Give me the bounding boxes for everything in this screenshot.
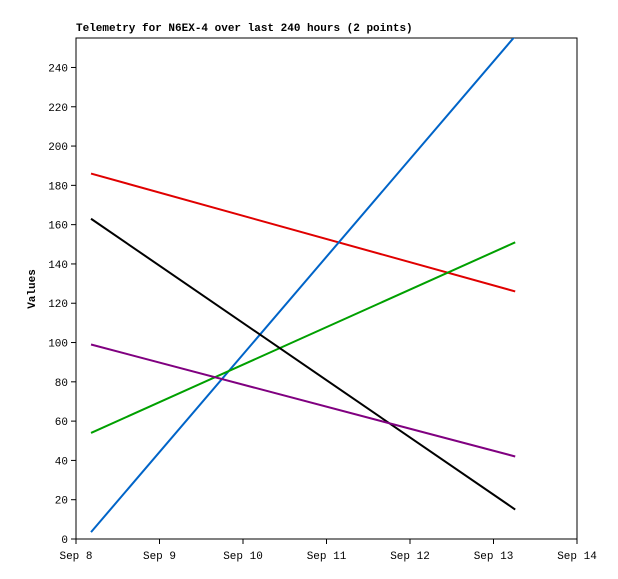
y-tick-label: 100 <box>48 339 68 351</box>
x-tick-label: Sep 14 <box>557 551 597 563</box>
y-tick-label: 160 <box>48 221 68 233</box>
series-line <box>90 172 516 293</box>
y-tick-label: 40 <box>55 456 68 468</box>
y-tick-label: 140 <box>48 260 68 272</box>
chart-title: Telemetry for N6EX-4 over last 240 hours… <box>76 23 413 35</box>
y-tick-label: 200 <box>48 142 68 154</box>
y-tick-label: 20 <box>55 496 68 508</box>
x-tick-label: Sep 8 <box>59 551 92 563</box>
y-tick-label: 220 <box>48 103 68 115</box>
y-axis-label: Values <box>27 269 39 309</box>
series-line <box>90 241 516 434</box>
series-line <box>90 217 516 511</box>
x-tick-label: Sep 11 <box>307 551 347 563</box>
x-tick-label: Sep 9 <box>143 551 176 563</box>
y-tick-label: 60 <box>55 417 68 429</box>
x-tick-label: Sep 13 <box>474 551 514 563</box>
y-tick-label: 120 <box>48 299 68 311</box>
y-tick-label: 240 <box>48 63 68 75</box>
series-line <box>90 343 516 458</box>
series-line <box>90 38 515 533</box>
x-tick-label: Sep 10 <box>223 551 263 563</box>
y-tick-label: 80 <box>55 378 68 390</box>
y-tick-label: 0 <box>61 535 68 547</box>
y-tick-label: 180 <box>48 181 68 193</box>
x-tick-label: Sep 12 <box>390 551 430 563</box>
